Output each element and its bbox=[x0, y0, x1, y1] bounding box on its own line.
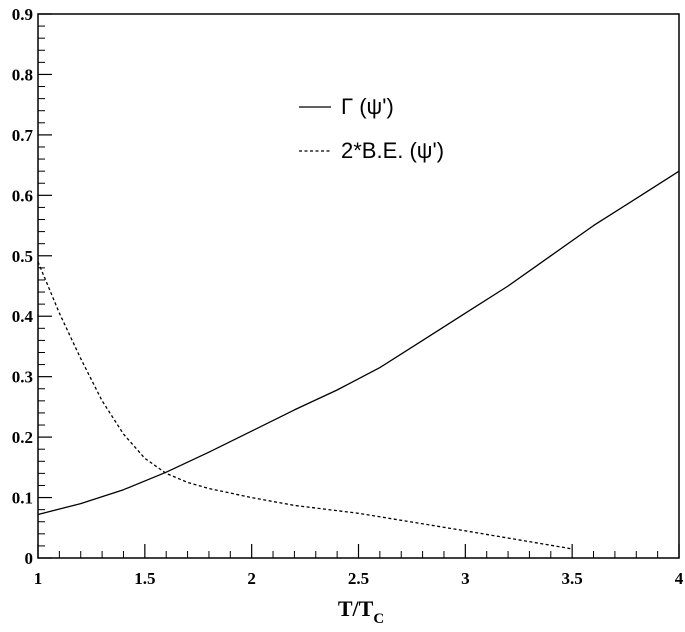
y-tick-label: 0.2 bbox=[12, 428, 33, 447]
series-line-gamma bbox=[37, 170, 680, 516]
series-lines bbox=[37, 170, 680, 550]
y-tick-label: 0.8 bbox=[12, 65, 33, 84]
x-tick-labels: 1 1.5 2 2.5 3 3.5 4 bbox=[34, 569, 684, 588]
y-tick-label: 0.6 bbox=[12, 186, 33, 205]
x-tick-label: 1 bbox=[34, 569, 43, 588]
y-tick-label: 0.7 bbox=[12, 126, 34, 145]
x-axis-title-main: T/T bbox=[338, 596, 374, 621]
x-tick-label: 4 bbox=[675, 569, 684, 588]
x-tick-label: 1.5 bbox=[134, 569, 155, 588]
legend-label-be: 2*B.E. (ψ') bbox=[341, 138, 444, 163]
y-tick-label: 0.5 bbox=[12, 247, 33, 266]
legend-label-gamma: Γ (ψ') bbox=[341, 94, 394, 119]
legend: Γ (ψ') 2*B.E. (ψ') bbox=[299, 94, 444, 163]
y-tick-labels: 0 0.1 0.2 0.3 0.4 0.5 0.6 0.7 0.8 0.9 bbox=[12, 5, 34, 568]
y-tick-label: 0 bbox=[25, 549, 34, 568]
y-tick-label: 0.1 bbox=[12, 489, 33, 508]
x-tick-label: 3.5 bbox=[562, 569, 583, 588]
y-tick-label: 0.3 bbox=[12, 368, 33, 387]
axis-ticks bbox=[37, 13, 680, 559]
x-axis-title-subscript: C bbox=[373, 611, 384, 627]
x-tick-label: 2.5 bbox=[348, 569, 369, 588]
y-tick-label: 0.9 bbox=[12, 5, 33, 24]
x-tick-label: 3 bbox=[461, 569, 470, 588]
x-tick-label: 2 bbox=[247, 569, 256, 588]
y-tick-label: 0.4 bbox=[12, 307, 34, 326]
x-axis-title: T/TC bbox=[338, 596, 384, 627]
